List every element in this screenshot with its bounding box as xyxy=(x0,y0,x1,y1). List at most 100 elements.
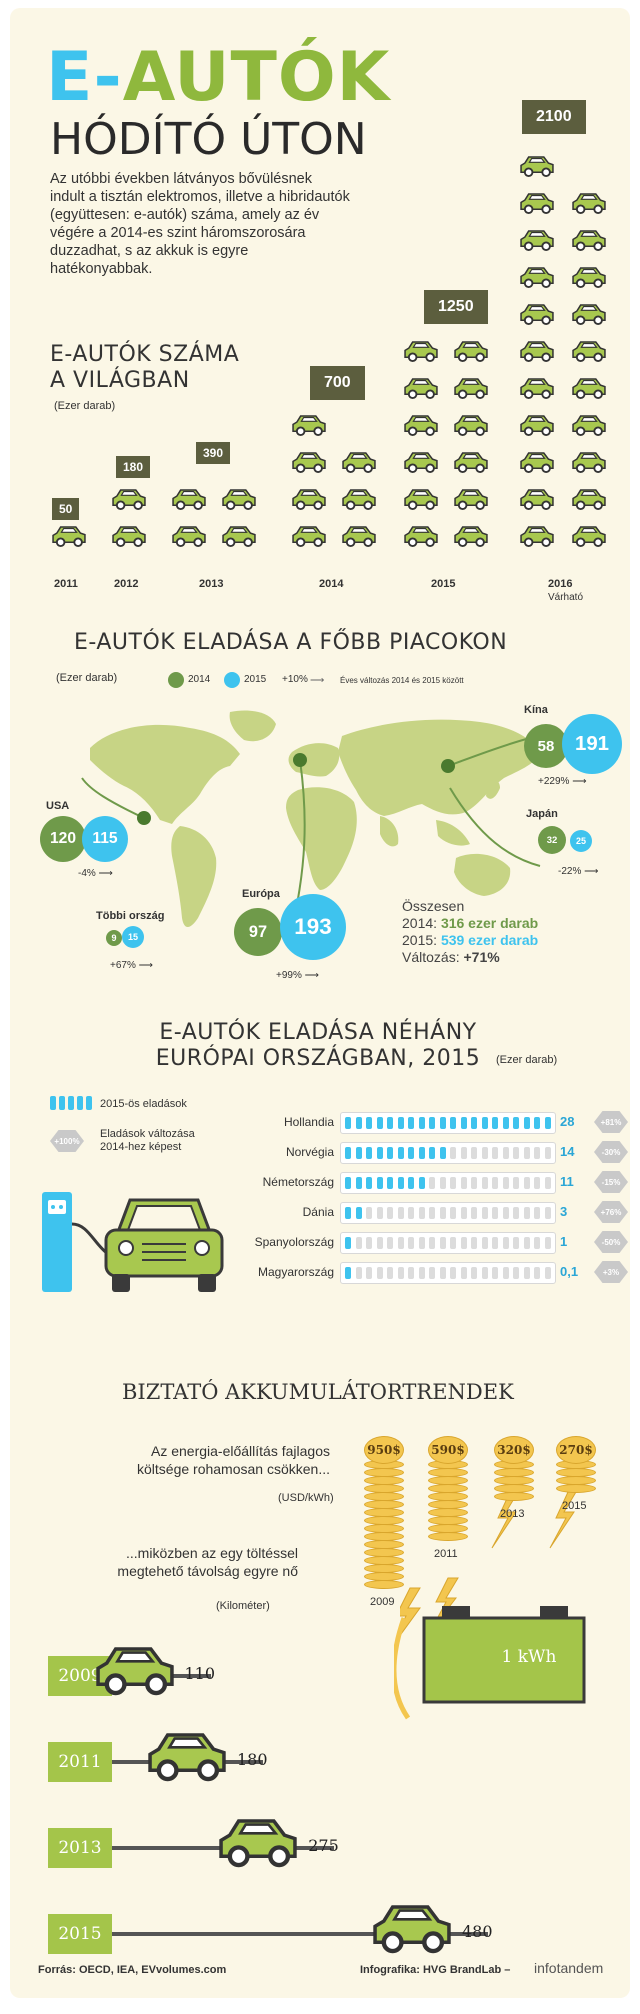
year-value-box: 180 xyxy=(116,456,151,478)
country-bar-segment xyxy=(418,1237,425,1249)
country-bar-segment xyxy=(534,1177,540,1189)
country-bar-segment xyxy=(502,1237,509,1249)
country-bar-segment xyxy=(544,1267,551,1279)
country-bar-segment xyxy=(471,1147,477,1159)
coin xyxy=(428,1492,468,1501)
country-bar-segment xyxy=(366,1177,372,1189)
country-bar-segment xyxy=(397,1237,404,1249)
car-icon xyxy=(570,524,608,548)
legend-arrow-icon: ⟶ xyxy=(310,675,325,686)
region-label-china: Kína xyxy=(524,704,548,716)
country-bar-segment xyxy=(418,1267,425,1279)
country-bar-track xyxy=(340,1262,556,1284)
country-bar-segment xyxy=(523,1207,530,1219)
country-bar-segment xyxy=(366,1237,372,1249)
car-icon xyxy=(340,487,378,511)
country-bar-segment xyxy=(513,1267,519,1279)
car-icon xyxy=(50,524,88,548)
range-car-icon xyxy=(368,1900,456,1955)
country-bar-track xyxy=(340,1232,556,1254)
country-value: 14 xyxy=(560,1144,575,1159)
country-bar-segment xyxy=(450,1177,456,1189)
year-label: 2016 xyxy=(548,578,573,590)
country-bar-segment xyxy=(387,1267,393,1279)
coin xyxy=(428,1524,468,1533)
country-bar-segment xyxy=(429,1267,435,1279)
country-bar-segment xyxy=(345,1207,351,1219)
region-label-other: Többi ország xyxy=(96,910,165,922)
country-change-hex: -50% xyxy=(594,1231,628,1253)
coin xyxy=(494,1476,534,1485)
coin xyxy=(428,1516,468,1525)
main-title: E-AUTÓK xyxy=(46,44,390,112)
country-bar-segment xyxy=(376,1237,383,1249)
region-2015-usa: 115 xyxy=(82,816,128,862)
car-icon xyxy=(518,265,556,289)
coin xyxy=(364,1492,404,1501)
country-bar-segment xyxy=(429,1147,435,1159)
world-count-title-line2: A VILÁGBAN xyxy=(50,368,190,393)
cost-year-label: 2011 xyxy=(434,1548,458,1560)
country-bar-segment xyxy=(534,1207,540,1219)
country-label: Dánia xyxy=(302,1205,334,1219)
cost-year-label: 2013 xyxy=(500,1508,525,1520)
total-title: Összesen xyxy=(402,898,465,914)
car-icon xyxy=(290,524,328,548)
coin xyxy=(364,1580,404,1589)
country-bar-segment xyxy=(450,1207,456,1219)
range-value: 180 xyxy=(237,1750,268,1769)
country-bar-segment xyxy=(450,1267,456,1279)
car-icon xyxy=(402,339,440,363)
battery-range-unit: (Kilométer) xyxy=(216,1600,270,1612)
legend-change-hex: +100% xyxy=(50,1130,84,1152)
country-bar-segment xyxy=(345,1177,351,1189)
country-bar-segment xyxy=(355,1237,362,1249)
region-2014-other: 9 xyxy=(106,930,122,946)
country-bar-segment xyxy=(513,1207,519,1219)
country-bar-segment xyxy=(492,1117,498,1129)
total-2014-value: 316 ezer darab xyxy=(440,915,539,931)
battery-cost-unit: (USD/kWh) xyxy=(278,1492,334,1504)
car-icon xyxy=(518,191,556,215)
country-bar-segment xyxy=(513,1147,519,1159)
country-bar-segment xyxy=(355,1267,362,1279)
country-change-hex: +76% xyxy=(594,1201,628,1223)
country-bar-segment xyxy=(513,1117,519,1129)
country-bar-segment xyxy=(502,1207,509,1219)
country-bar-segment xyxy=(513,1177,519,1189)
country-bar-segment xyxy=(366,1267,372,1279)
coin xyxy=(494,1492,534,1501)
year-value-box: 2100 xyxy=(522,100,586,134)
coin-top-label: 950$ xyxy=(364,1436,404,1464)
country-bar-segment xyxy=(355,1147,362,1159)
car-icon xyxy=(170,524,208,548)
country-bar-track xyxy=(340,1142,556,1164)
cost-year-label: 2015 xyxy=(562,1500,587,1512)
battery-icon xyxy=(394,1606,586,1720)
coin xyxy=(364,1524,404,1533)
country-bar-segment xyxy=(397,1267,404,1279)
country-bar-segment xyxy=(492,1237,498,1249)
country-bar-segment xyxy=(418,1147,425,1159)
country-bar-segment xyxy=(397,1207,404,1219)
year-label: 2015 xyxy=(431,578,456,590)
charging-car-illustration xyxy=(42,1192,224,1292)
coin xyxy=(556,1484,596,1493)
car-icon xyxy=(402,376,440,400)
country-bar-segment xyxy=(366,1147,372,1159)
country-bar-segment xyxy=(376,1177,383,1189)
country-bar-segment xyxy=(439,1237,446,1249)
coin xyxy=(364,1500,404,1509)
region-change-other: +67% ⟶ xyxy=(110,960,153,971)
main-subtitle: HÓDÍTÓ ÚTON xyxy=(50,114,367,165)
legend-2015-label: 2015 xyxy=(244,674,267,685)
legend-2014-label: 2014 xyxy=(188,674,211,685)
car-icon xyxy=(452,413,490,437)
country-bar-segment xyxy=(450,1237,456,1249)
region-2014-europe: 97 xyxy=(234,908,282,956)
country-bar-segment xyxy=(544,1237,551,1249)
car-icon xyxy=(570,487,608,511)
coin xyxy=(364,1532,404,1541)
country-label: Magyarország xyxy=(257,1265,334,1279)
year-value-box: 50 xyxy=(52,498,80,520)
